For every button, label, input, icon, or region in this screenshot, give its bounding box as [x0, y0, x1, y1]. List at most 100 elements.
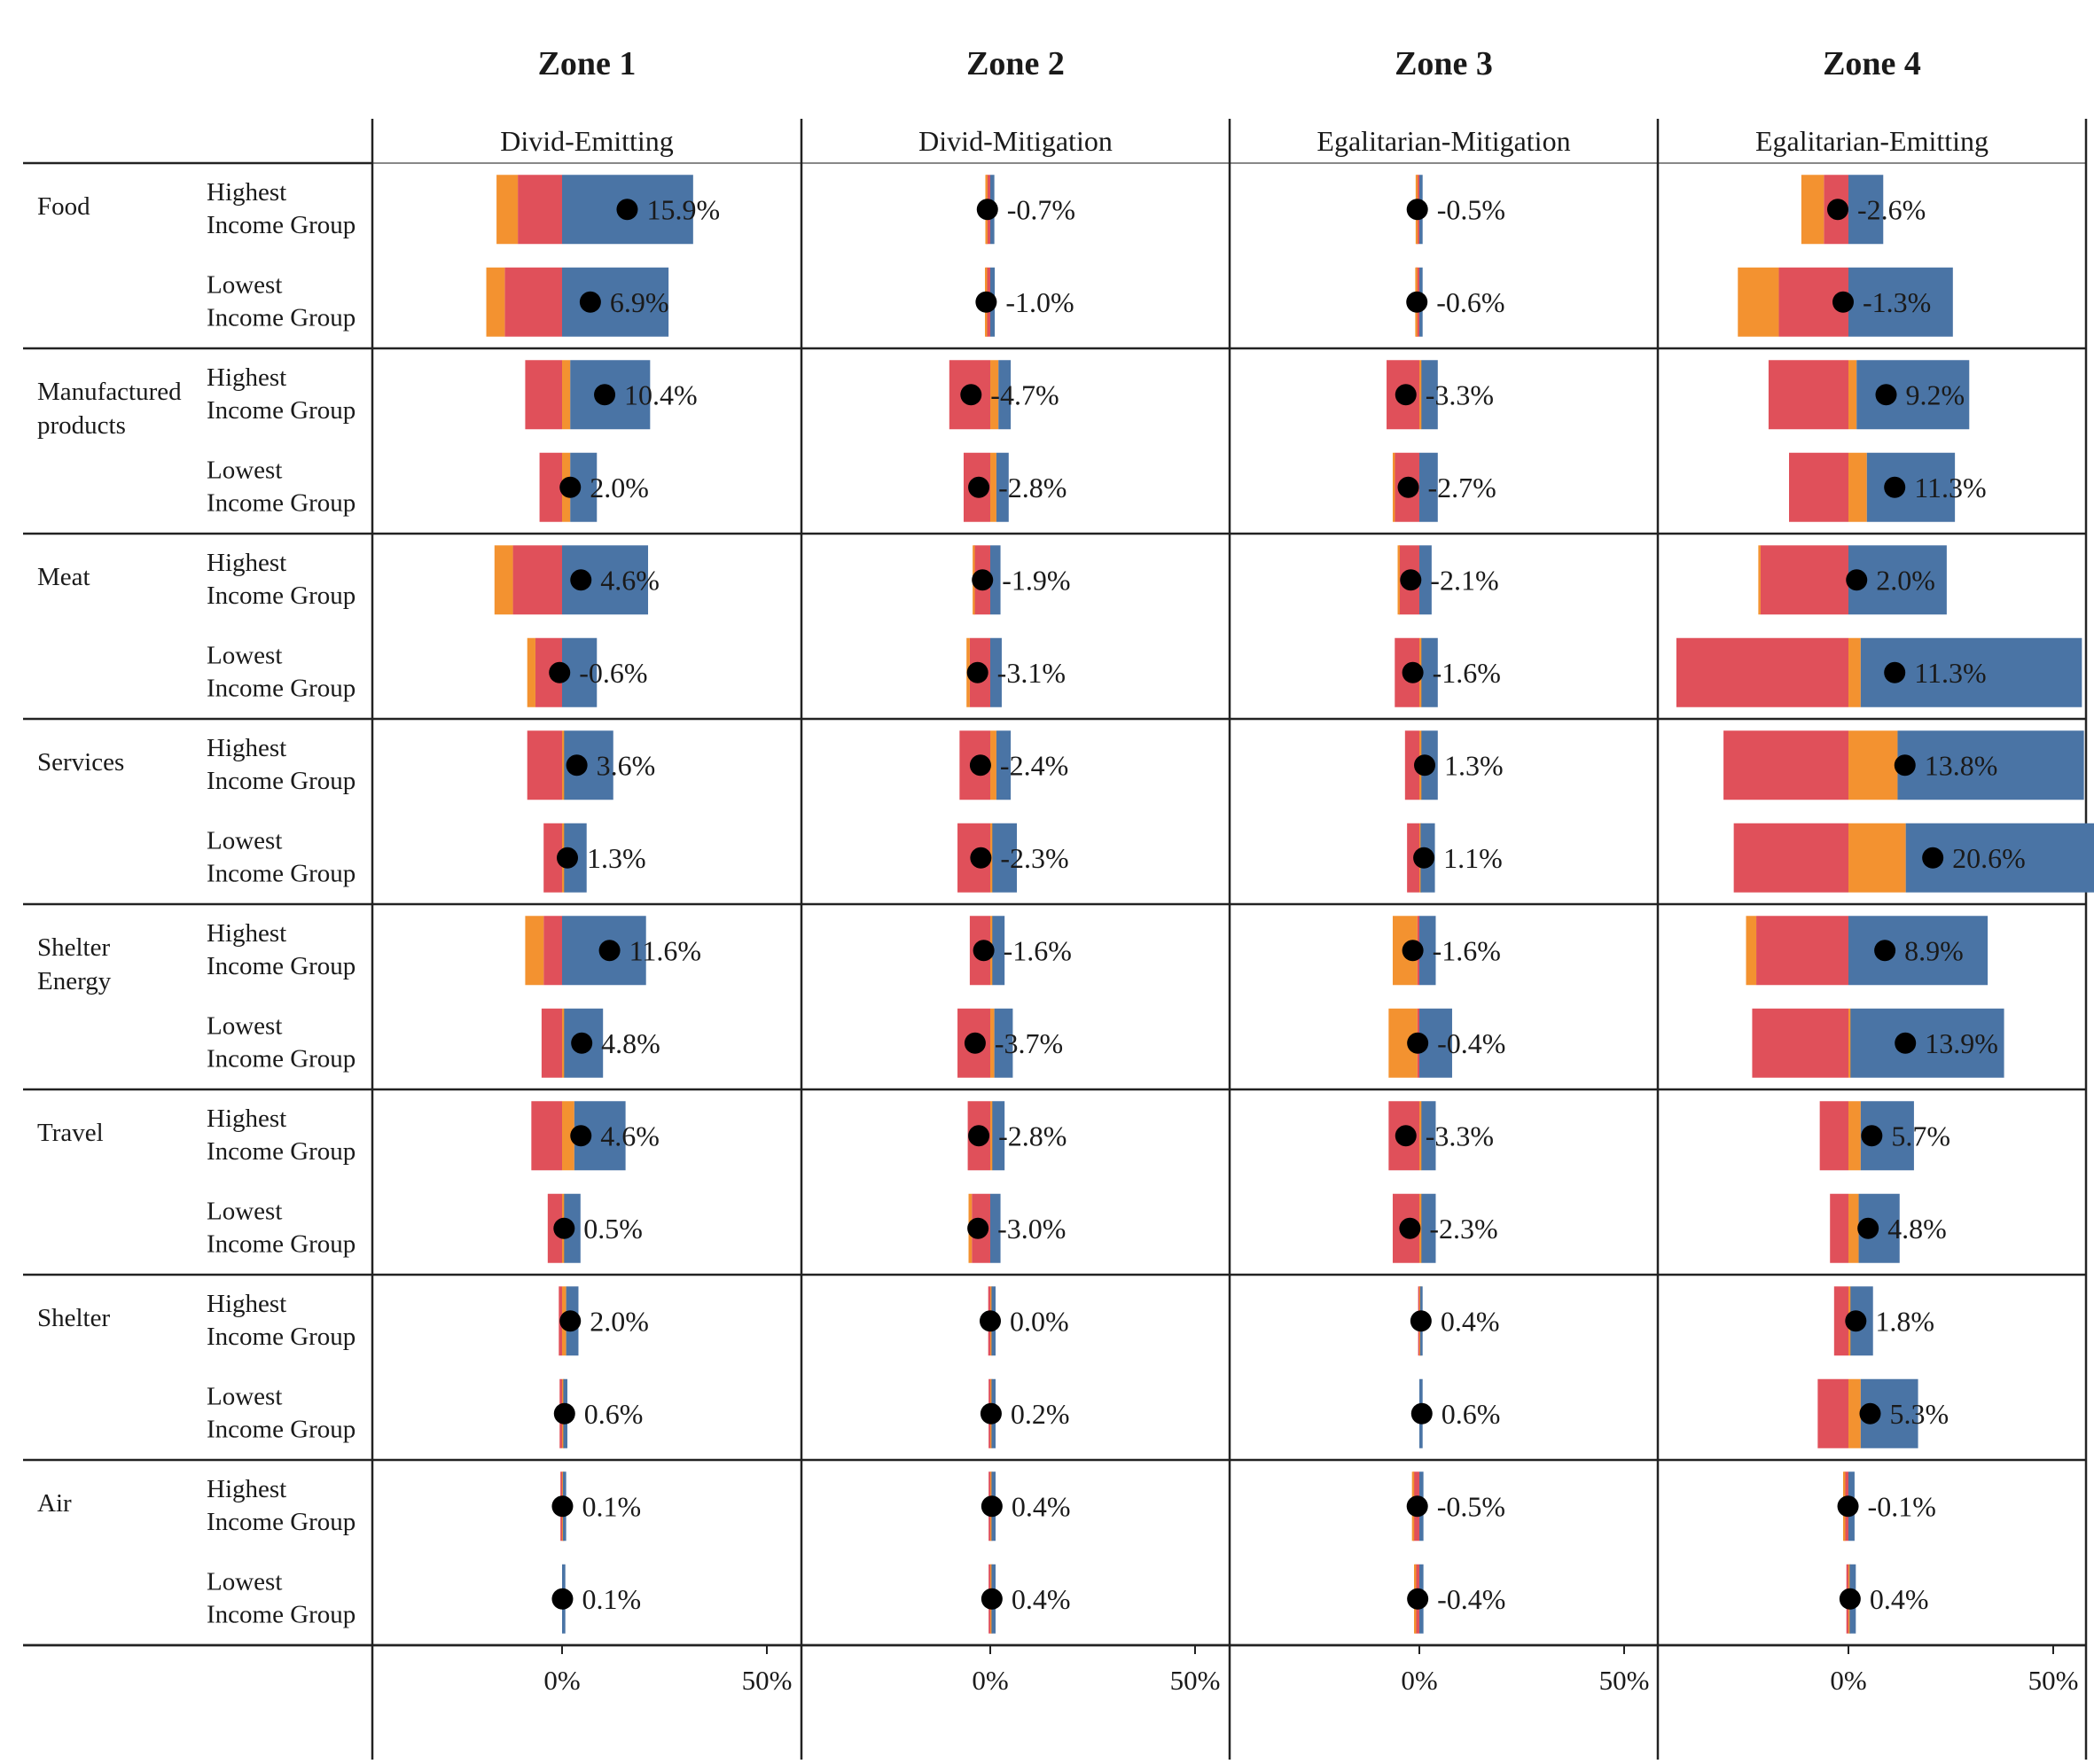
category-label: Air — [37, 1489, 72, 1518]
bar-orange — [1848, 1008, 1851, 1078]
group-label: Income Group — [207, 860, 356, 888]
bar-red — [527, 730, 562, 800]
net-value-label: 8.9% — [1904, 934, 1964, 966]
net-value-label: 0.5% — [583, 1213, 643, 1245]
net-dot — [1874, 940, 1896, 962]
group-label: Income Group — [207, 1323, 356, 1351]
bar-blue — [996, 452, 1009, 522]
category-label: products — [37, 411, 126, 440]
net-dot — [981, 1495, 1003, 1518]
bar-red — [541, 1008, 562, 1078]
axis-tick-label: 50% — [2028, 1665, 2079, 1696]
net-dot — [1406, 199, 1428, 221]
net-dot — [566, 754, 588, 777]
bar-blue — [1848, 916, 1989, 986]
scenario-title-4: Egalitarian-Emitting — [1755, 125, 1989, 157]
net-dot — [1884, 661, 1906, 683]
net-value-label: 0.1% — [582, 1490, 641, 1522]
category-label: Travel — [37, 1119, 104, 1147]
bar-red — [1817, 1378, 1848, 1448]
bar-orange — [1392, 452, 1395, 522]
net-value-label: 3.6% — [597, 749, 656, 781]
axis-tick-label: 0% — [972, 1665, 1008, 1696]
category-label: Energy — [37, 967, 112, 995]
zone-title-2: Zone 2 — [966, 45, 1065, 82]
group-label: Highest — [207, 1475, 286, 1503]
net-value-label: 9.2% — [1906, 379, 1965, 410]
net-value-label: 13.9% — [1925, 1027, 1998, 1059]
group-label: Income Group — [207, 767, 356, 795]
net-dot — [1895, 1032, 1917, 1054]
scenario-title-3: Egalitarian-Mitigation — [1317, 125, 1570, 157]
net-value-label: -0.7% — [1007, 193, 1075, 225]
bar-blue — [1848, 267, 1953, 337]
group-label: Highest — [207, 178, 286, 207]
bar-orange — [494, 545, 513, 615]
group-label: Highest — [207, 1104, 286, 1133]
zone-title-3: Zone 3 — [1395, 45, 1493, 82]
category-label: Food — [37, 192, 90, 221]
group-label: Income Group — [207, 1045, 356, 1073]
net-value-label: -0.1% — [1868, 1490, 1936, 1522]
bar-red — [1830, 1193, 1848, 1263]
net-dot — [1399, 1217, 1421, 1239]
net-dot — [553, 1217, 575, 1239]
net-value-label: 5.7% — [1891, 1120, 1950, 1151]
net-dot — [1407, 1032, 1429, 1054]
net-value-label: -2.3% — [1000, 842, 1068, 874]
bar-blue — [1421, 637, 1438, 707]
net-dot — [594, 384, 616, 406]
net-dot — [1859, 1402, 1881, 1424]
net-dot — [616, 199, 638, 221]
bar-blue — [992, 916, 1005, 986]
bar-orange — [1848, 637, 1861, 707]
bar-blue — [1419, 545, 1432, 615]
net-value-label: -2.1% — [1430, 564, 1498, 596]
bar-blue — [990, 637, 1002, 707]
bar-orange — [990, 1101, 993, 1171]
net-value-label: 0.4% — [1012, 1583, 1071, 1615]
net-dot — [598, 940, 621, 962]
bar-red — [1833, 1286, 1848, 1356]
net-dot — [976, 199, 998, 221]
bar-blue — [1866, 452, 1956, 522]
net-dot — [1894, 754, 1916, 777]
net-value-label: -0.4% — [1437, 1583, 1505, 1615]
group-label: Income Group — [207, 675, 356, 703]
group-label: Lowest — [207, 457, 282, 485]
net-dot — [968, 476, 990, 498]
group-label: Income Group — [207, 1137, 356, 1166]
category-label: Manufactured — [37, 378, 182, 406]
bar-orange — [1848, 1193, 1859, 1263]
net-dot — [579, 291, 601, 313]
net-dot — [559, 1310, 582, 1332]
net-value-label: -2.8% — [998, 472, 1067, 503]
net-dot — [571, 1032, 593, 1054]
bar-orange — [1848, 452, 1867, 522]
net-dot — [1839, 1588, 1861, 1610]
bar-blue — [1421, 1101, 1436, 1171]
net-dot — [1406, 1495, 1428, 1518]
bar-blue — [1419, 916, 1436, 986]
net-dot — [980, 1310, 1001, 1332]
group-label: Lowest — [207, 1012, 282, 1041]
net-value-label: 0.2% — [1011, 1398, 1070, 1430]
group-label: Income Group — [207, 1601, 356, 1629]
bar-orange — [1848, 1101, 1861, 1171]
bar-blue — [1421, 1193, 1436, 1263]
net-value-label: 13.8% — [1925, 749, 1998, 781]
net-value-label: -0.6% — [579, 657, 647, 689]
net-dot — [1400, 569, 1422, 591]
bar-blue — [994, 1008, 1013, 1078]
net-dot — [1861, 1125, 1883, 1147]
net-dot — [1402, 661, 1424, 683]
net-dot — [1407, 1588, 1429, 1610]
net-value-label: 2.0% — [590, 472, 649, 503]
net-dot — [960, 384, 982, 406]
bar-red — [1789, 452, 1848, 522]
bar-red — [1752, 1008, 1848, 1078]
net-value-label: 4.8% — [1887, 1213, 1947, 1245]
net-value-label: -0.5% — [1437, 1490, 1505, 1522]
bar-orange — [1419, 1101, 1422, 1171]
